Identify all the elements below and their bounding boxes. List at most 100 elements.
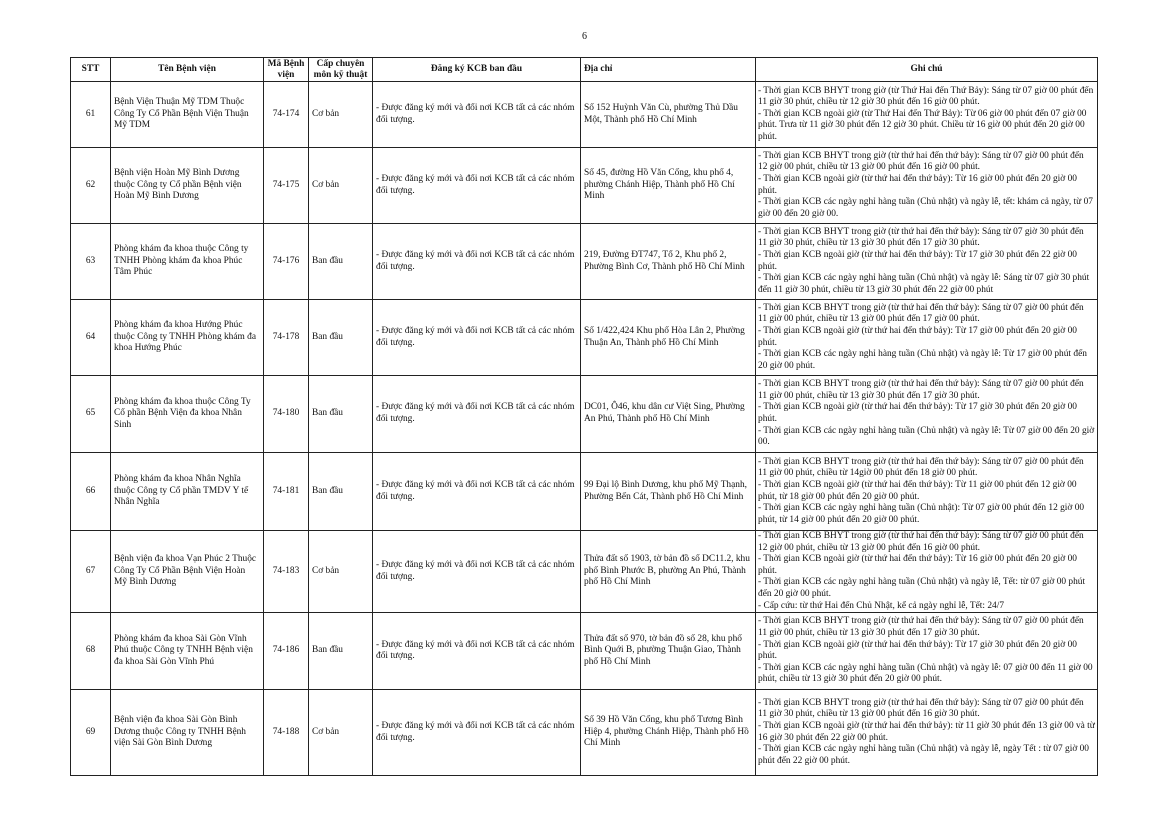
cell-level: Cơ bản	[308, 689, 373, 777]
table-row: 65 Phòng khám đa khoa thuộc Công Ty Cổ ph…	[70, 375, 1098, 453]
note-line: - Thời gian KCB BHYT trong giờ (từ thứ h…	[758, 379, 1084, 401]
cell-stt: 66	[70, 452, 111, 531]
cell-notes: - Thời gian KCB BHYT trong giờ (từ thứ h…	[755, 375, 1098, 453]
note-line: - Thời gian KCB BHYT trong giờ (từ Thứ H…	[758, 85, 1094, 108]
note-line: - Thời gian KCB các ngày nghỉ hàng tuần …	[758, 349, 1087, 371]
cell-stt: 64	[70, 299, 111, 376]
note-line: - Thời gian KCB ngoài giờ (từ thứ hai đế…	[758, 721, 1095, 743]
cell-registration: - Được đăng ký mới và đổi nơi KCB tất cả…	[372, 529, 581, 614]
cell-address: 99 Đại lộ Bình Dương, khu phố Mỹ Thạnh, …	[580, 452, 756, 531]
cell-level: Ban đầu	[308, 452, 373, 531]
cell-name: Phòng khám đa khoa Sài Gòn Vĩnh Phú thuộ…	[110, 612, 264, 691]
cell-address: Số 1/422,424 Khu phố Hòa Lân 2, Phường T…	[580, 299, 756, 376]
cell-notes: - Thời gian KCB BHYT trong giờ (từ thứ h…	[755, 299, 1098, 376]
table-row: 63 Phòng khám đa khoa thuộc Công ty TNHH …	[70, 223, 1098, 300]
cell-stt: 65	[70, 375, 111, 453]
cell-stt: 61	[70, 81, 111, 148]
header-notes: Ghi chú	[755, 57, 1098, 82]
note-line: - Thời gian KCB BHYT trong giờ (từ thứ h…	[758, 616, 1084, 638]
cell-registration: - Được đăng ký mới và đổi nơi KCB tất cả…	[372, 81, 581, 148]
header-address: Địa chỉ	[580, 57, 756, 82]
note-line: - Thời gian KCB các ngày nghỉ hàng tuần …	[758, 744, 1089, 766]
note-line: - Thời gian KCB ngoài giờ (từ Thứ Hai đế…	[758, 108, 1087, 142]
note-line: - Thời gian KCB các ngày nghỉ hàng tuần …	[758, 197, 1093, 219]
cell-notes: - Thời gian KCB BHYT trong giờ (từ Thứ H…	[755, 81, 1098, 148]
cell-name: Bệnh viện Hoàn Mỹ Bình Dương thuộc Công …	[110, 147, 264, 224]
cell-name: Phòng khám đa khoa thuộc Công ty TNHH Ph…	[110, 223, 264, 300]
cell-name: Phòng khám đa khoa thuộc Công Ty Cổ phần…	[110, 375, 264, 453]
hospital-table: STT Tên Bệnh viện Mã Bệnh viện Cấp chuyê…	[70, 57, 1098, 777]
header-level: Cấp chuyên môn kỹ thuật	[308, 57, 373, 82]
note-line: - Thời gian KCB ngoài giờ (từ thứ hai đế…	[758, 639, 1077, 662]
cell-level: Ban đầu	[308, 375, 373, 453]
cell-registration: - Được đăng ký mới và đổi nơi KCB tất cả…	[372, 147, 581, 224]
note-line: - Thời gian KCB BHYT trong giờ (từ thứ h…	[758, 531, 1084, 553]
cell-notes: - Thời gian KCB BHYT trong giờ (từ thứ h…	[755, 612, 1098, 691]
note-line: - Thời gian KCB BHYT trong giờ (từ thứ h…	[758, 150, 1084, 173]
cell-name: Phòng khám đa khoa Nhân Nghĩa thuộc Công…	[110, 452, 264, 531]
cell-code: 74-176	[263, 223, 309, 300]
cell-address: DC01, Ô46, khu dân cư Việt Sing, Phường …	[580, 375, 756, 453]
note-line: - Thời gian KCB ngoài giờ (từ thứ hai đế…	[758, 249, 1077, 272]
note-line: - Thời gian KCB BHYT trong giờ (từ thứ h…	[758, 697, 1084, 720]
cell-level: Cơ bản	[308, 81, 373, 148]
note-line: - Thời gian KCB BHYT trong giờ (từ thứ h…	[758, 456, 1084, 479]
cell-code: 74-178	[263, 299, 309, 376]
cell-code: 74-175	[263, 147, 309, 224]
cell-address: Thửa đất số 970, tờ bản đồ số 28, khu ph…	[580, 612, 756, 691]
cell-address: Số 45, đường Hồ Văn Cống, khu phố 4, phư…	[580, 147, 756, 224]
note-line: - Thời gian KCB ngoài giờ (từ thứ hai đế…	[758, 479, 1077, 502]
cell-name: Phòng khám đa khoa Hướng Phúc thuộc Công…	[110, 299, 264, 376]
cell-name: Bệnh Viện Thuận Mỹ TDM Thuộc Công Ty Cổ …	[110, 81, 264, 148]
note-line: - Thời gian KCB ngoài giờ (từ thứ hai đế…	[758, 325, 1077, 348]
cell-level: Ban đầu	[308, 299, 373, 376]
cell-address: Số 152 Huỳnh Văn Cù, phường Thủ Dầu Một,…	[580, 81, 756, 148]
cell-code: 74-183	[263, 529, 309, 614]
cell-registration: - Được đăng ký mới và đổi nơi KCB tất cả…	[372, 375, 581, 453]
cell-level: Ban đầu	[308, 612, 373, 691]
cell-stt: 62	[70, 147, 111, 224]
cell-notes: - Thời gian KCB BHYT trong giờ (từ thứ h…	[755, 689, 1098, 777]
cell-stt: 69	[70, 689, 111, 777]
cell-stt: 67	[70, 529, 111, 614]
cell-address: Thửa đất số 1903, tờ bản đồ số DC11.2, k…	[580, 529, 756, 614]
table-row: 67 Bệnh viện đa khoa Vạn Phúc 2 Thuộc Côn…	[70, 529, 1098, 614]
note-line: - Thời gian KCB BHYT trong giờ (từ thứ h…	[758, 226, 1084, 249]
cell-address: 219, Đường ĐT747, Tổ 2, Khu phố 2, Phườn…	[580, 223, 756, 300]
note-line: - Thời gian KCB các ngày nghỉ hàng tuần …	[758, 273, 1090, 295]
cell-registration: - Được đăng ký mới và đổi nơi KCB tất cả…	[372, 689, 581, 777]
table-row: 68 Phòng khám đa khoa Sài Gòn Vĩnh Phú th…	[70, 612, 1098, 691]
cell-code: 74-180	[263, 375, 309, 453]
note-line: - Cấp cứu: từ thứ Hai đến Chủ Nhật, kể c…	[758, 600, 1005, 611]
cell-address: Số 39 Hồ Văn Cống, khu phố Tương Bình Hi…	[580, 689, 756, 777]
note-line: - Thời gian KCB BHYT trong giờ (từ thứ h…	[758, 302, 1084, 325]
cell-notes: - Thời gian KCB BHYT trong giờ (từ thứ h…	[755, 223, 1098, 300]
table-row: 69 Bệnh viện đa khoa Sài Gòn Bình Dương t…	[70, 689, 1098, 777]
table-row: 61 Bệnh Viện Thuận Mỹ TDM Thuộc Công Ty C…	[70, 81, 1098, 148]
cell-notes: - Thời gian KCB BHYT trong giờ (từ thứ h…	[755, 452, 1098, 531]
note-line: - Thời gian KCB các ngày nghỉ hàng tuần …	[758, 662, 1093, 685]
cell-stt: 68	[70, 612, 111, 691]
cell-notes: - Thời gian KCB BHYT trong giờ (từ thứ h…	[755, 529, 1098, 614]
header-name: Tên Bệnh viện	[110, 57, 264, 82]
cell-code: 74-181	[263, 452, 309, 531]
header-registration: Đăng ký KCB ban đầu	[372, 57, 581, 82]
cell-notes: - Thời gian KCB BHYT trong giờ (từ thứ h…	[755, 147, 1098, 224]
note-line: - Thời gian KCB các ngày nghỉ hàng tuần …	[758, 577, 1086, 599]
table-row: 64 Phòng khám đa khoa Hướng Phúc thuộc Cô…	[70, 299, 1098, 376]
cell-code: 74-174	[263, 81, 309, 148]
cell-name: Bệnh viện đa khoa Sài Gòn Bình Dương thu…	[110, 689, 264, 777]
cell-code: 74-188	[263, 689, 309, 777]
note-line: - Thời gian KCB ngoài giờ (từ thứ hai đế…	[758, 173, 1077, 196]
cell-registration: - Được đăng ký mới và đổi nơi KCB tất cả…	[372, 299, 581, 376]
header-code: Mã Bệnh viện	[263, 57, 309, 82]
cell-stt: 63	[70, 223, 111, 300]
cell-registration: - Được đăng ký mới và đổi nơi KCB tất cả…	[372, 612, 581, 691]
note-line: - Thời gian KCB ngoài giờ (từ thứ hai đế…	[758, 554, 1077, 576]
cell-code: 74-186	[263, 612, 309, 691]
cell-registration: - Được đăng ký mới và đổi nơi KCB tất cả…	[372, 223, 581, 300]
note-line: - Thời gian KCB ngoài giờ (từ thứ hai đế…	[758, 402, 1077, 424]
cell-level: Ban đầu	[308, 223, 373, 300]
table-header-row: STT Tên Bệnh viện Mã Bệnh viện Cấp chuyê…	[70, 57, 1098, 82]
